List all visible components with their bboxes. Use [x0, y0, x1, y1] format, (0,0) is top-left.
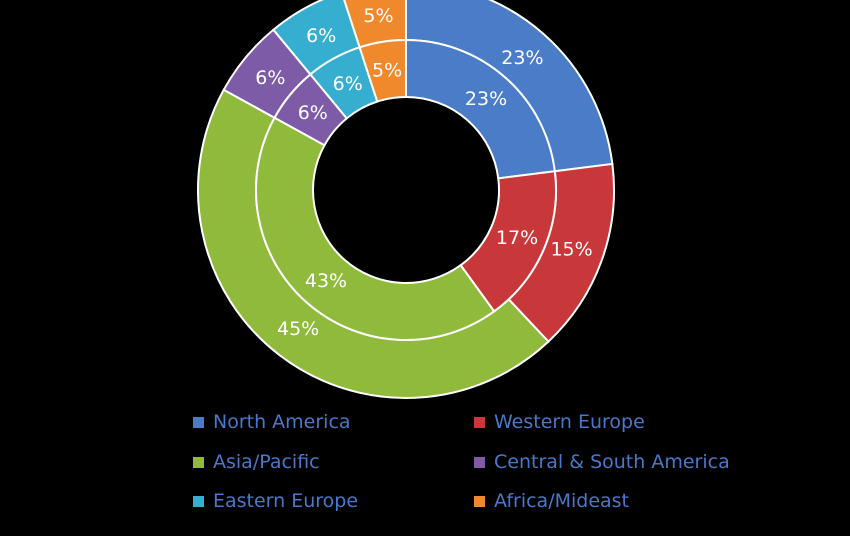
legend-item-central-south-america: Central & South America — [474, 447, 730, 477]
legend-item-africa-mideast: Africa/Mideast — [474, 486, 629, 516]
outer-label-western-europe: 15% — [550, 239, 592, 261]
legend: North America Western Europe Asia/Pacifi… — [0, 405, 850, 525]
legend-swatch-africa-mideast — [474, 495, 485, 507]
inner-label-asia-pacific: 43% — [305, 270, 347, 292]
legend-swatch-eastern-europe — [193, 495, 204, 507]
legend-label-asia-pacific: Asia/Pacific — [213, 451, 320, 473]
legend-label-north-america: North America — [213, 411, 351, 433]
legend-swatch-asia-pacific — [193, 456, 204, 468]
inner-label-central-south-america: 6% — [298, 102, 328, 124]
outer-label-central-south-america: 6% — [255, 67, 285, 89]
legend-item-north-america: North America — [193, 407, 351, 437]
inner-slice-asia-pacific — [255, 116, 496, 341]
donut-chart: 23%15%45%6%6%5%23%17%43%6%6%5% — [197, 0, 615, 399]
legend-label-western-europe: Western Europe — [494, 411, 645, 433]
legend-item-eastern-europe: Eastern Europe — [193, 486, 358, 516]
legend-item-asia-pacific: Asia/Pacific — [193, 447, 320, 477]
inner-label-eastern-europe: 6% — [333, 73, 363, 95]
legend-label-central-south-america: Central & South America — [494, 451, 730, 473]
legend-label-africa-mideast: Africa/Mideast — [494, 490, 630, 512]
outer-label-africa-mideast: 5% — [363, 5, 393, 27]
legend-swatch-central-south-america — [474, 456, 485, 468]
inner-label-africa-mideast: 5% — [372, 59, 402, 81]
inner-label-western-europe: 17% — [496, 227, 538, 249]
legend-item-western-europe: Western Europe — [474, 407, 645, 437]
chart-area: 23% 15% 45% 6% 6% 5% 23% 17% 43% 6% 6% 5% — [197, 0, 615, 399]
legend-swatch-western-europe — [474, 416, 485, 428]
legend-swatch-north-america — [193, 416, 204, 428]
outer-label-eastern-europe: 6% — [306, 25, 336, 47]
outer-label-north-america: 23% — [501, 47, 543, 69]
outer-label-asia-pacific: 45% — [277, 318, 319, 340]
inner-slice-north-america — [405, 38, 556, 180]
inner-label-north-america: 23% — [465, 88, 507, 110]
inner-slice-africa-mideast — [358, 38, 407, 103]
legend-label-eastern-europe: Eastern Europe — [213, 490, 359, 512]
